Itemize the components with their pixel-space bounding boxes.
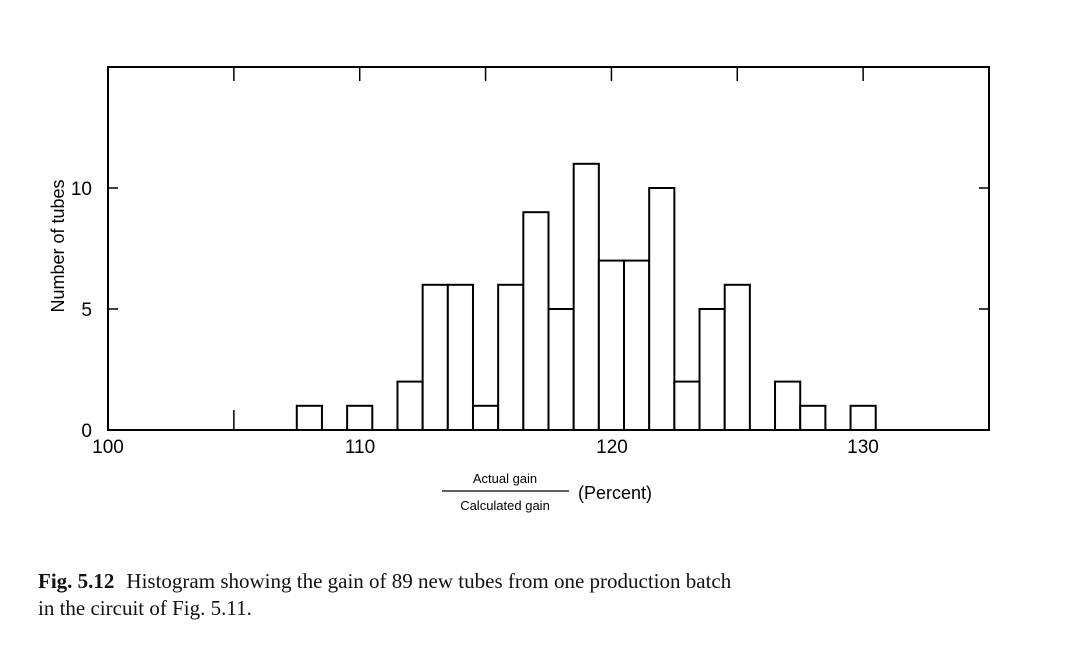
- caption-line-2: in the circuit of Fig. 5.11.: [38, 596, 252, 620]
- figure-label: Fig. 5.12: [38, 569, 115, 593]
- y-tick-label-5: 5: [81, 300, 92, 321]
- x-tick-label-100: 100: [92, 437, 124, 458]
- bar-124: [698, 308, 726, 431]
- bar-130: [849, 404, 877, 431]
- bar-116: [497, 283, 525, 431]
- x-axis-title-denominator: Calculated gain: [460, 498, 550, 513]
- bar-114: [446, 283, 474, 431]
- bar-123: [673, 380, 701, 432]
- bars: [295, 162, 877, 432]
- x-tick-label-110: 110: [345, 437, 375, 458]
- y-tick-label-10: 10: [71, 179, 92, 200]
- bar-120: [597, 259, 626, 431]
- bar-110: [346, 404, 374, 431]
- bar-108: [295, 404, 323, 431]
- figure-caption: Fig. 5.12 Histogram showing the gain of 8…: [38, 568, 1038, 622]
- bar-127: [774, 380, 802, 432]
- bar-125: [723, 283, 751, 431]
- bar-118: [547, 308, 575, 431]
- bar-112: [396, 380, 424, 432]
- bar-117: [522, 211, 550, 431]
- bar-115: [471, 404, 500, 431]
- bar-119: [572, 162, 600, 432]
- y-tick-label-0: 0: [81, 421, 92, 442]
- bar-113: [421, 283, 449, 431]
- x-axis-title-unit: (Percent): [578, 483, 652, 503]
- bar-122: [648, 187, 676, 431]
- caption-line-1: Fig. 5.12 Histogram showing the gain of 8…: [38, 568, 1038, 595]
- y-axis-title: Number of tubes: [48, 179, 68, 312]
- x-tick-label-120: 120: [596, 437, 628, 458]
- bar-121: [623, 259, 651, 431]
- x-tick-label-130: 130: [847, 437, 879, 458]
- caption-text-1: Histogram showing the gain of 89 new tub…: [126, 569, 732, 593]
- bar-128: [799, 404, 827, 431]
- x-axis-title-numerator: Actual gain: [473, 471, 537, 486]
